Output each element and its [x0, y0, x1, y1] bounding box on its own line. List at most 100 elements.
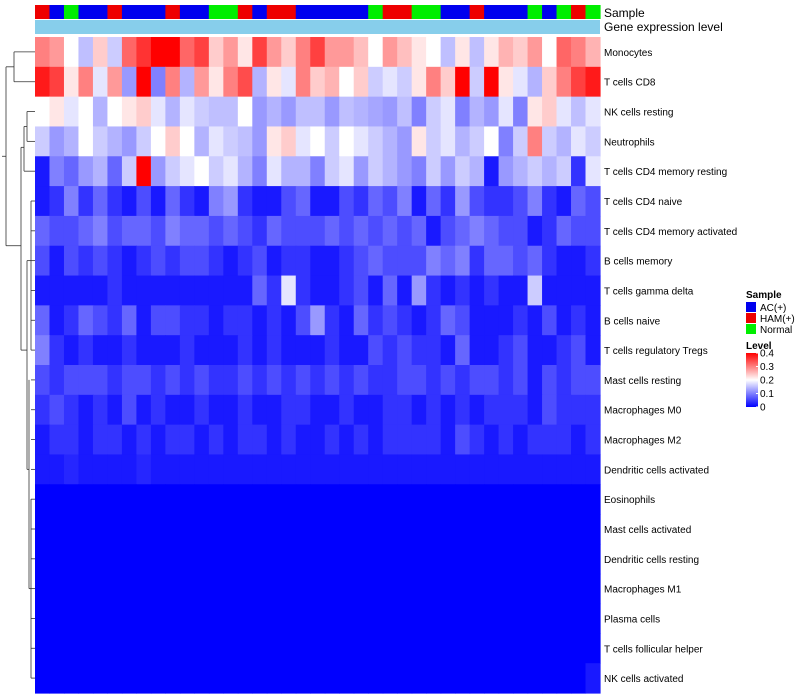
heatmap-cell — [208, 66, 224, 98]
heatmap-cell — [165, 37, 181, 68]
heatmap-cell — [150, 543, 166, 575]
heatmap-cell — [426, 394, 442, 426]
heatmap-cell — [150, 484, 166, 515]
sample-annotation-cell — [252, 5, 268, 19]
heatmap-cell — [310, 424, 326, 456]
heatmap-cell — [411, 514, 427, 545]
heatmap-cell — [382, 275, 398, 306]
heatmap-cell — [310, 245, 326, 277]
heatmap-cell — [571, 633, 587, 664]
heatmap-cell — [252, 305, 268, 336]
heatmap-cell — [63, 275, 80, 306]
heatmap-cell — [179, 275, 195, 306]
heatmap-cell — [353, 454, 369, 485]
heatmap-cell — [498, 335, 514, 366]
row-labels: Monocytes T cells CD8 NK cells resting Neut… — [604, 48, 737, 685]
heatmap-cell — [440, 365, 456, 396]
heatmap-cell — [368, 37, 384, 68]
heatmap-cell — [107, 573, 123, 605]
annotation-label-sample: Sample — [604, 6, 645, 20]
heatmap-cell — [35, 365, 51, 396]
heatmap-cell — [165, 603, 181, 634]
heatmap-cell — [194, 245, 210, 277]
sample-legend-title: Sample — [746, 290, 782, 301]
heatmap-cell — [513, 543, 529, 575]
heatmap-cell — [353, 37, 369, 68]
heatmap-cell — [194, 37, 210, 68]
heatmap-cell — [310, 66, 326, 98]
heatmap-cell — [150, 514, 166, 545]
heatmap-cell — [78, 245, 94, 277]
heatmap-cell — [411, 603, 427, 634]
heatmap-cell — [339, 543, 355, 575]
heatmap-cell — [107, 186, 123, 217]
heatmap-cell — [92, 394, 109, 426]
heatmap-cell — [78, 305, 94, 336]
heatmap-cell — [527, 186, 543, 217]
heatmap-cell — [542, 484, 558, 515]
heatmap-cell — [368, 215, 384, 247]
sample-annotation-cell — [513, 5, 529, 19]
heatmap-cell — [179, 66, 195, 98]
heatmap-cell — [237, 186, 253, 217]
sample-annotation-cell — [542, 5, 558, 19]
row-label: T cells CD4 memory activated — [604, 227, 737, 238]
heatmap-cell — [339, 663, 355, 694]
heatmap-cell — [455, 215, 471, 247]
heatmap-cell — [107, 543, 123, 575]
heatmap-cell — [542, 365, 558, 396]
heatmap-cell — [194, 335, 210, 366]
heatmap-cell — [295, 37, 311, 68]
heatmap-cell — [136, 186, 152, 217]
heatmap-cell — [513, 335, 529, 366]
heatmap-cell — [150, 275, 166, 306]
heatmap-cell — [266, 573, 282, 605]
heatmap-cell — [223, 424, 239, 456]
heatmap-cell — [49, 335, 65, 366]
sample-annotation-cell — [281, 5, 297, 19]
heatmap-cell — [208, 424, 224, 456]
heatmap-cell — [542, 663, 558, 694]
heatmap-cell — [513, 275, 529, 306]
sample-annotation-cell — [411, 5, 427, 19]
heatmap-cell — [35, 126, 51, 157]
heatmap-cell — [237, 365, 253, 396]
heatmap-cell — [368, 543, 384, 575]
heatmap-cell — [194, 126, 210, 157]
heatmap-cell — [252, 215, 268, 247]
heatmap-cell — [35, 215, 51, 247]
heatmap-cell — [440, 66, 456, 98]
heatmap-cell — [339, 603, 355, 634]
heatmap-cell — [310, 603, 326, 634]
heatmap-cell — [368, 573, 384, 605]
heatmap-cell — [107, 484, 123, 515]
heatmap-cell — [208, 305, 224, 336]
heatmap-cell — [556, 215, 572, 247]
heatmap-cell — [223, 37, 239, 68]
heatmap-cell — [208, 126, 224, 157]
heatmap-cell — [411, 66, 427, 98]
heatmap-cell — [281, 365, 297, 396]
heatmap-cell — [571, 335, 587, 366]
heatmap-cell — [324, 454, 340, 485]
heatmap-cell — [179, 514, 195, 545]
heatmap-cell — [150, 365, 166, 396]
heatmap-cell — [49, 215, 65, 247]
heatmap-cell — [513, 245, 529, 277]
heatmap-cell — [469, 663, 485, 694]
heatmap-cell — [498, 365, 514, 396]
heatmap-cell — [382, 365, 398, 396]
heatmap-cell — [440, 514, 456, 545]
heatmap-cell — [194, 543, 210, 575]
heatmap-cell — [92, 335, 109, 366]
heatmap-cell — [397, 514, 413, 545]
heatmap-cell — [513, 424, 529, 456]
heatmap-cell — [49, 156, 65, 187]
heatmap-cell — [382, 126, 398, 157]
heatmap-cell — [411, 335, 427, 366]
heatmap-cell — [150, 245, 166, 277]
heatmap-cell — [237, 514, 253, 545]
heatmap-cell — [498, 275, 514, 306]
heatmap-cell — [150, 573, 166, 605]
heatmap-cell — [35, 603, 51, 634]
